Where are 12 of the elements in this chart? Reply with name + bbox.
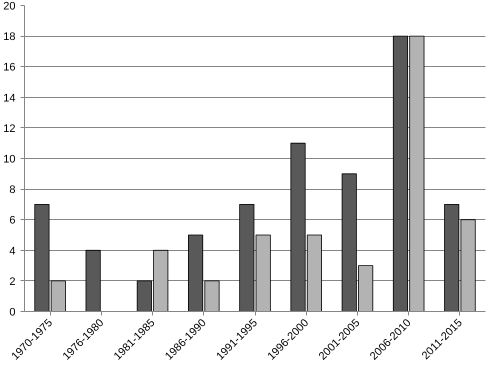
y-tick-label: 4 [9,245,16,258]
y-tick-label: 12 [3,122,16,135]
y-tick-label: 18 [3,31,16,44]
y-tick-label: 16 [3,62,16,74]
y-tick-label: 2 [9,276,16,288]
bar [86,250,101,312]
y-tick-label: 0 [9,306,16,318]
y-tick-label: 6 [9,214,16,227]
y-tick-label: 14 [3,92,16,104]
y-tick-label: 10 [3,154,16,166]
y-tick-label: 8 [9,184,16,196]
y-tick-label: 20 [3,0,16,12]
